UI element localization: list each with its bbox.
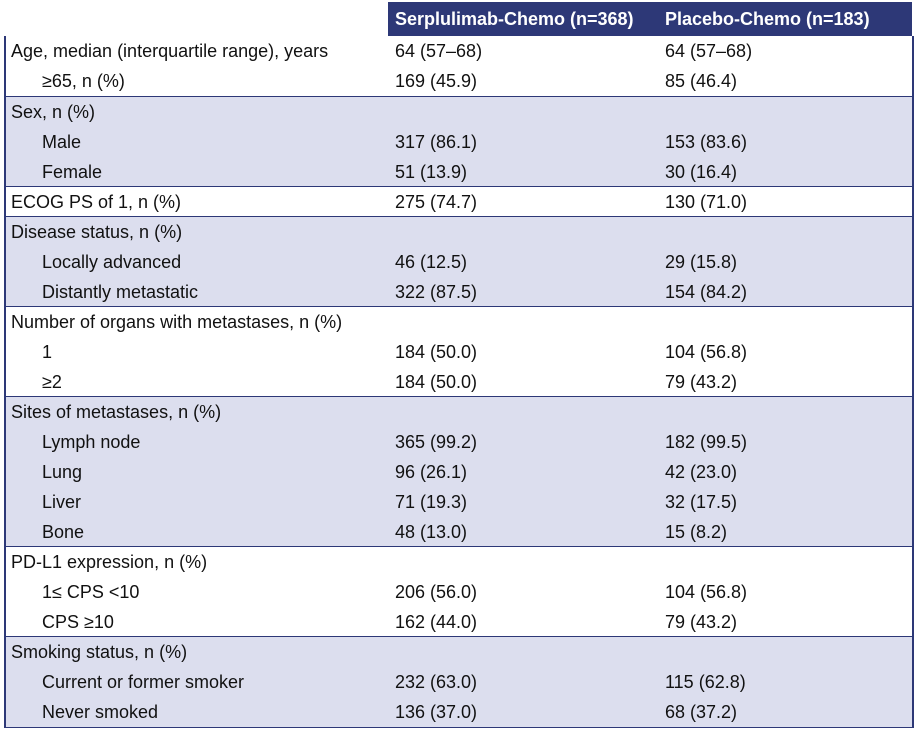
cell-value: 184 (50.0) [395,372,478,392]
cell-value: 206 (56.0) [395,582,478,602]
row-sublabel: CPS ≥10 [42,612,114,632]
cell-value: 104 (56.8) [665,582,748,602]
cell-value: 184 (50.0) [395,342,478,362]
row-label: ECOG PS of 1, n (%) [11,192,182,212]
row-sublabel: Female [42,162,103,182]
cell-value: 32 (17.5) [665,492,738,512]
cell-value: 232 (63.0) [395,672,478,692]
row-sublabel: Never smoked [42,702,159,722]
row-sublabel: 1 [42,342,53,362]
row-group: Disease status, n (%) Locally advanced 46 … [6,216,912,307]
row-sublabel: Locally advanced [42,252,182,272]
cell-value: 275 (74.7) [395,192,478,212]
row-group: Age, median (interquartile range), years… [6,36,912,96]
cell-value: 48 (13.0) [395,522,468,542]
column-header: Serplulimab-Chemo (n=368) [395,9,634,29]
cell-value: 104 (56.8) [665,342,748,362]
cell-value: 365 (99.2) [395,432,478,452]
row-label: Age, median (interquartile range), years [11,41,329,61]
header-bar [388,2,912,36]
row-group: Smoking status, n (%) Current or former s… [6,636,912,727]
row-group: Number of organs with metastases, n (%) 1… [6,306,912,397]
row-label: Sex, n (%) [11,102,96,122]
row-sublabel: Current or former smoker [42,672,245,692]
row-sublabel: 1≤ CPS <10 [42,582,140,602]
cell-value: 317 (86.1) [395,132,478,152]
row-label: Number of organs with metastases, n (%) [11,312,343,332]
cell-value: 85 (46.4) [665,71,738,91]
cell-value: 79 (43.2) [665,612,738,632]
table-body: Age, median (interquartile range), years… [4,36,914,728]
cell-value: 96 (26.1) [395,462,468,482]
cell-value: 71 (19.3) [395,492,468,512]
row-group: ECOG PS of 1, n (%) 275 (74.7) 130 (71.0) [6,186,912,217]
row-sublabel: Lymph node [42,432,141,452]
row-sublabel: Distantly metastatic [42,282,199,302]
cell-value: 130 (71.0) [665,192,748,212]
row-sublabel: Liver [42,492,82,512]
row-sublabel: ≥65, n (%) [42,71,125,91]
row-sublabel: ≥2 [42,372,62,392]
row-label: PD-L1 expression, n (%) [11,552,208,572]
cell-value: 154 (84.2) [665,282,748,302]
cell-value: 79 (43.2) [665,372,738,392]
row-group: Sex, n (%) Male 317 (86.1) 153 (83.6) Female… [6,96,912,187]
cell-value: 64 (57–68) [395,41,483,61]
row-sublabel: Lung [42,462,83,482]
cell-value: 30 (16.4) [665,162,738,182]
cell-value: 51 (13.9) [395,162,468,182]
cell-value: 68 (37.2) [665,702,738,722]
row-label: Smoking status, n (%) [11,642,188,662]
cell-value: 29 (15.8) [665,252,738,272]
row-sublabel: Bone [42,522,85,542]
row-label: Sites of metastases, n (%) [11,402,222,422]
row-group: Sites of metastases, n (%) Lymph node 365 … [6,396,912,547]
cell-value: 15 (8.2) [665,522,728,542]
cell-value: 322 (87.5) [395,282,478,302]
cell-value: 64 (57–68) [665,41,753,61]
cell-value: 136 (37.0) [395,702,478,722]
row-group: PD-L1 expression, n (%) 1≤ CPS <10 206 (56… [6,546,912,637]
cell-value: 46 (12.5) [395,252,468,272]
row-sublabel: Male [42,132,82,152]
cell-value: 153 (83.6) [665,132,748,152]
cell-value: 115 (62.8) [665,672,746,692]
cell-value: 42 (23.0) [665,462,738,482]
cell-value: 182 (99.5) [665,432,748,452]
column-header: Placebo-Chemo (n=183) [665,9,870,29]
cell-value: 162 (44.0) [395,612,478,632]
cell-value: 169 (45.9) [395,71,478,91]
row-label: Disease status, n (%) [11,222,183,242]
